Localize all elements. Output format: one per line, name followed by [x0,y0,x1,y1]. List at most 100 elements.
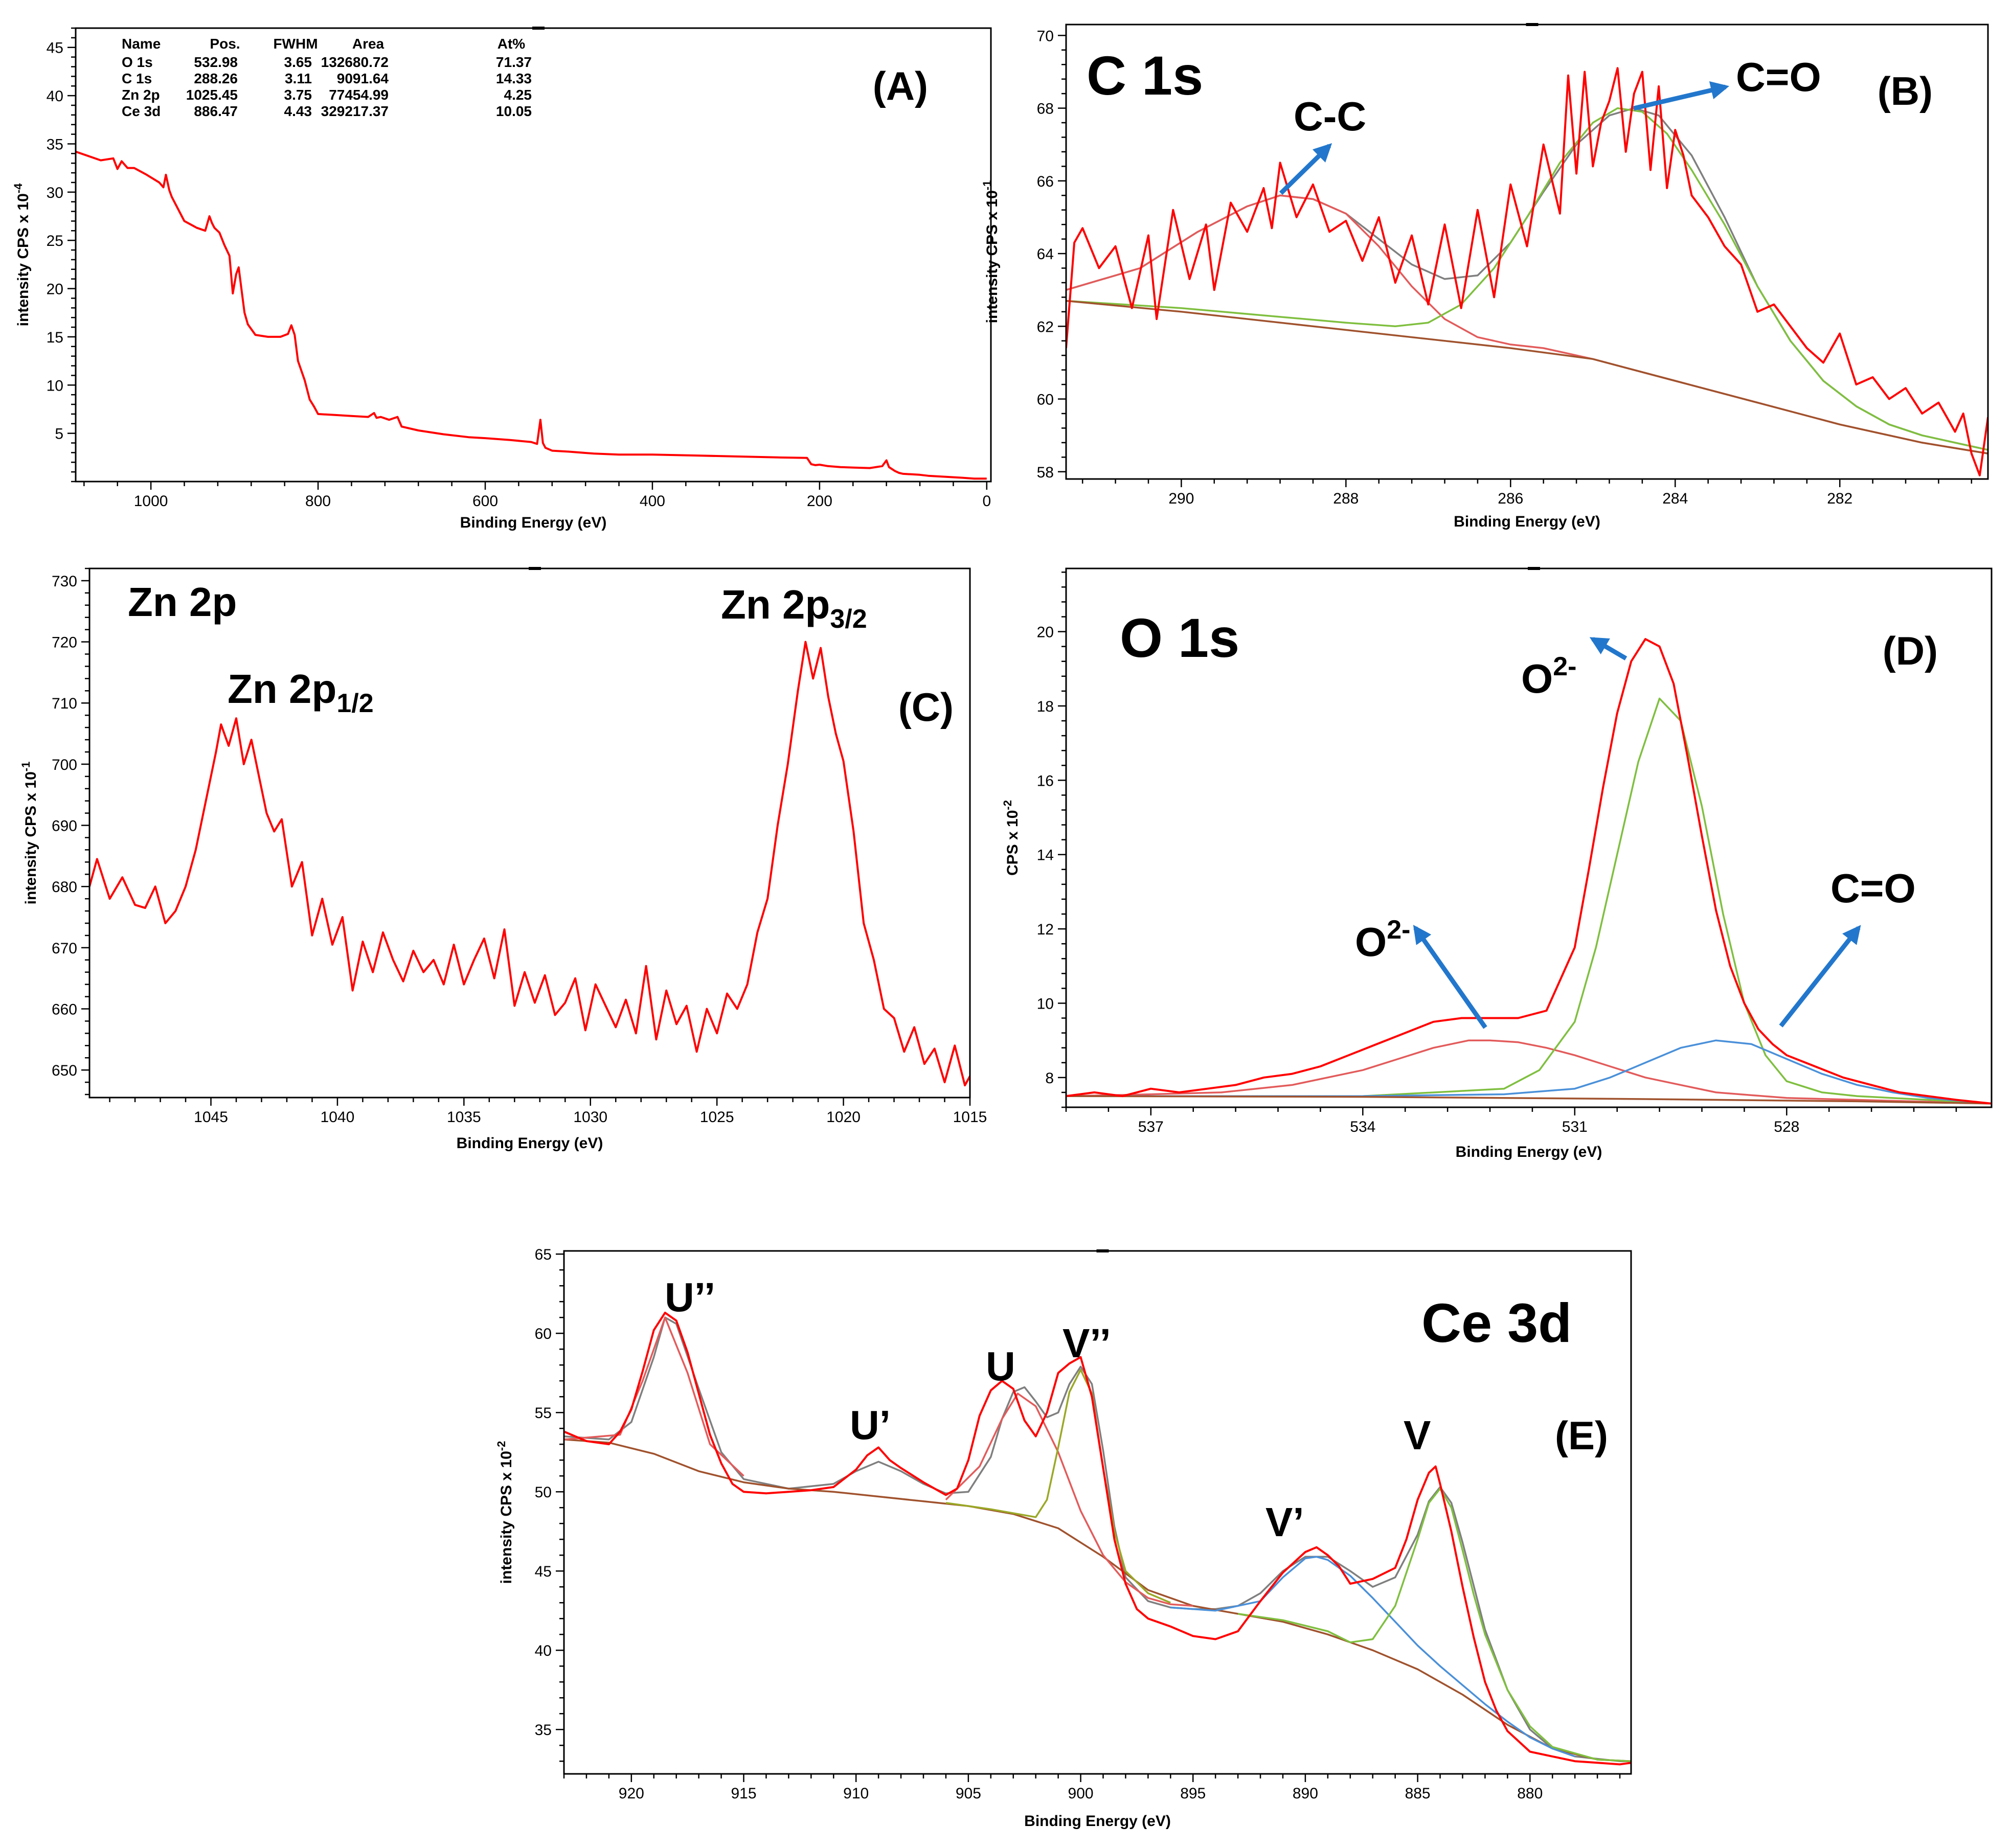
y-tick-label-d: 20 [1037,624,1054,641]
x-tick-label-c: 1045 [194,1109,228,1126]
table-cell: 4.25 [504,87,532,103]
y-tick-label-c: 720 [52,634,77,651]
series-e-v-component [1170,1556,1575,1758]
y-axis-title-main-a: intensity CPS x 10 [15,193,32,326]
table-header-3: Area [352,36,385,52]
y-tick-label-d: 8 [1045,1070,1054,1087]
peak-annotation-c: Zn 2p3/2 [721,582,867,634]
y-tick-label-d: 16 [1037,772,1054,789]
y-tick-label-a: 10 [47,377,63,394]
peak-annotation-text-e: U’ [850,1402,891,1448]
peak-annotation-text-e: U’’ [665,1274,715,1320]
table-cell: 3.65 [284,54,312,70]
panel-tag-c: (C) [898,685,954,729]
y-tick-label-a: 5 [55,426,63,443]
panel-tag-e: (E) [1555,1413,1608,1458]
y-tick-label-d: 18 [1037,698,1054,715]
x-tick-label-a: 800 [305,493,331,510]
y-tick-label-b: 60 [1037,392,1054,408]
y-axis-title-c: intensity CPS x 10-1 [19,762,39,905]
peak-annotation-e: U [986,1343,1015,1389]
x-tick-label-e: 905 [956,1785,981,1802]
x-tick-label-a: 1000 [134,493,168,510]
x-tick-label-d: 537 [1138,1119,1164,1135]
y-tick-label-e: 35 [535,1722,552,1739]
panel-tag-d: (D) [1883,628,1938,673]
table-cell: 329217.37 [321,103,389,119]
peak-annotation-d: C=O [1830,865,1916,911]
y-tick-label-b: 64 [1037,246,1054,263]
peak-annotation-sub-c: 3/2 [830,604,867,634]
table-cell: 9091.64 [337,71,389,86]
table-header-1: Pos. [210,36,240,52]
series-group-c [89,641,970,1087]
series-e-raw [564,1311,1631,1766]
x-tick-label-a: 600 [472,493,498,510]
x-tick-label-e: 890 [1293,1785,1318,1802]
x-tick-label-b: 284 [1662,490,1688,507]
y-tick-label-d: 12 [1037,921,1054,938]
peak-annotation-b: C-C [1294,94,1366,139]
peak-annotation-text-e: V’ [1265,1499,1304,1545]
series-e-u-component [945,1393,1193,1607]
panel-a: 1000 800 600 400 200 0 5 10 15 20 25 30 35 40 45 Bindin… [12,27,992,531]
table-cell: O 1s [122,54,153,70]
table-cell: 4.43 [284,103,312,119]
y-tick-label-b: 66 [1037,173,1054,190]
y-axis-title-exp-b: -1 [981,180,993,191]
series-e-v-component [945,1368,1171,1604]
x-axis-title-d: Binding Energy (eV) [1456,1144,1602,1160]
x-tick-label-e: 880 [1517,1785,1543,1802]
series-e-background [564,1439,1631,1762]
peak-annotation-text-d: C=O [1830,865,1916,911]
series-a-survey [76,150,987,480]
table-cell: C 1s [122,71,152,86]
x-tick-label-e: 895 [1180,1785,1206,1802]
y-tick-label-e: 65 [535,1246,552,1263]
y-axis-title-d: CPS x 10-2 [1001,800,1021,876]
annotation-arrow-b [1633,81,1730,111]
x-tick-label-b: 288 [1333,490,1359,507]
peak-annotation-text-b: C-C [1294,94,1366,139]
panel-d: 537 534 531 528 8 10 12 14 16 18 20 Binding Energy … [1001,567,1993,1160]
y-tick-label-c: 730 [52,573,77,590]
table-cell: 10.05 [496,103,532,119]
series-group-a [76,150,987,480]
peak-annotation-e: U’ [850,1402,891,1448]
series-b-background [1066,300,1988,454]
y-tick-label-a: 30 [47,185,63,201]
x-tick-label-b: 286 [1498,490,1523,507]
peak-annotation-sup-d: 2- [1553,652,1576,681]
y-axis-title-exp-d: -2 [1001,800,1014,810]
panel-title-b: C 1s [1087,44,1203,106]
y-tick-label-c: 660 [52,1001,77,1018]
peak-annotation-e: V’ [1265,1499,1304,1545]
y-tick-label-c: 650 [52,1062,77,1079]
y-axis-title-e: intensity CPS x 10-2 [495,1441,515,1584]
peak-annotation-e: U’’ [665,1274,715,1320]
x-axis-title-e: Binding Energy (eV) [1024,1813,1171,1830]
annotation-arrow-d [1413,925,1487,1029]
y-tick-label-c: 700 [52,757,77,773]
series-e-v-component [1237,1488,1631,1762]
x-tick-label-c: 1040 [321,1109,355,1126]
table-cell: 532.98 [194,54,238,70]
panel-tag-a: (A) [873,63,928,108]
series-d-o2-532-component [1066,1039,1992,1105]
x-tick-label-e: 885 [1405,1785,1431,1802]
y-tick-label-c: 670 [52,940,77,957]
y-axis-title-main-e: intensity CPS x 10 [498,1451,515,1584]
panel-title-d: O 1s [1120,607,1239,669]
x-tick-label-c: 1020 [826,1109,861,1126]
y-tick-label-c: 690 [52,818,77,835]
series-b-c-o-component [1066,107,1988,451]
peak-annotation-text-c: Zn 2p [721,582,830,627]
y-tick-label-d: 10 [1037,995,1054,1012]
annotation-arrow-d [1779,925,1861,1028]
panel-c: 1045 1040 1035 1030 1025 1020 1015 650 660 670 680… [19,567,987,1152]
x-tick-label-c: 1015 [953,1109,987,1126]
table-cell: 3.11 [285,71,312,86]
series-d-c-o-component [1066,1039,1992,1105]
y-axis-title-main-b: intensity CPS x 10 [984,190,1001,323]
